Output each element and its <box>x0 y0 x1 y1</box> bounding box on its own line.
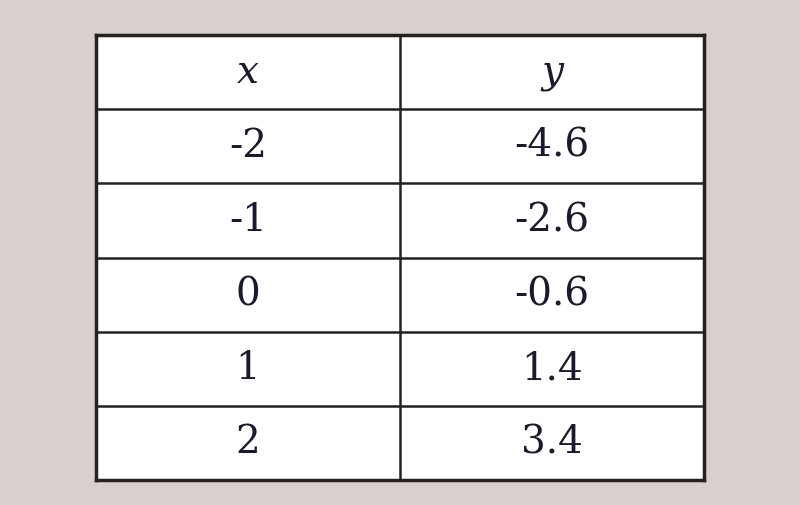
Text: y: y <box>541 54 563 91</box>
Text: 1: 1 <box>236 350 260 387</box>
Text: x: x <box>237 54 259 91</box>
Text: 3.4: 3.4 <box>521 424 583 461</box>
Text: -0.6: -0.6 <box>514 276 590 313</box>
Bar <box>96 35 704 480</box>
Text: -4.6: -4.6 <box>514 128 590 165</box>
Text: 0: 0 <box>236 276 260 313</box>
Text: 2: 2 <box>236 424 260 461</box>
Text: -2: -2 <box>229 128 267 165</box>
Text: -2.6: -2.6 <box>514 202 590 239</box>
Text: -1: -1 <box>229 202 267 239</box>
Text: 1.4: 1.4 <box>521 350 583 387</box>
